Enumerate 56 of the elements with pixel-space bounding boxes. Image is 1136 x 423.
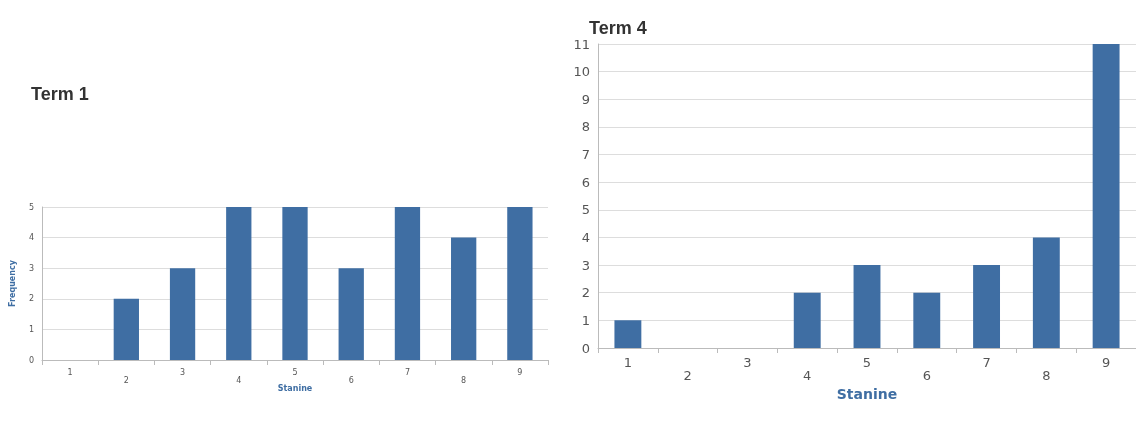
x-tick-label: 8 (1042, 368, 1051, 383)
x-tick-label: 6 (922, 368, 931, 383)
y-tick-label: 5 (581, 202, 590, 218)
x-tick-label: 2 (123, 375, 129, 385)
bar (282, 207, 308, 360)
x-tick-label: 3 (180, 367, 186, 377)
x-tick-label: 6 (348, 375, 354, 385)
bar (338, 268, 364, 360)
chart-title: Term 1 (31, 84, 89, 104)
x-tick-label: 9 (517, 367, 523, 377)
y-axis-title: Frequency (7, 259, 17, 307)
bar (913, 292, 941, 348)
bar (1032, 237, 1060, 348)
bar (793, 292, 821, 348)
y-tick-label: 3 (581, 257, 590, 273)
y-tick-label: 2 (581, 285, 590, 301)
y-tick-label: 1 (28, 324, 34, 334)
bar (226, 207, 252, 360)
y-tick-label: 10 (573, 64, 590, 80)
y-tick-label: 9 (581, 91, 590, 107)
x-axis-title: Stanine (836, 385, 898, 402)
x-tick-label: 3 (743, 355, 752, 370)
x-axis-title: Stanine (277, 384, 313, 394)
chart-title: Term 4 (589, 18, 647, 38)
x-tick-label: 2 (683, 368, 692, 383)
bar (394, 207, 421, 360)
y-tick-label: 6 (581, 174, 590, 190)
y-tick-label: 0 (581, 340, 590, 356)
bar (853, 265, 881, 348)
bar (973, 265, 1001, 348)
y-tick-label: 0 (28, 355, 34, 365)
x-tick-label: 9 (1101, 355, 1111, 370)
x-tick-label: 7 (404, 367, 410, 377)
y-tick-label: 2 (28, 294, 34, 304)
y-tick-label: 7 (581, 147, 590, 163)
y-tick-label: 4 (28, 233, 34, 243)
x-tick-label: 4 (803, 368, 812, 383)
y-tick-label: 8 (581, 119, 590, 135)
x-tick-label: 8 (461, 375, 467, 385)
x-tick-label: 5 (292, 367, 298, 377)
x-tick-label: 5 (862, 355, 872, 370)
y-tick-label: 11 (573, 36, 590, 52)
x-tick-label: 1 (67, 367, 73, 377)
y-tick-label: 5 (28, 202, 34, 212)
x-tick-label: 1 (623, 355, 633, 370)
x-tick-label: 7 (982, 355, 991, 370)
y-tick-label: 4 (581, 229, 590, 245)
bar (1092, 44, 1120, 348)
y-tick-label: 3 (28, 263, 34, 273)
bar (113, 298, 139, 360)
bar (451, 237, 477, 360)
bar (507, 207, 533, 360)
y-tick-label: 1 (581, 312, 590, 328)
bar (169, 268, 196, 360)
bar (614, 320, 642, 348)
x-tick-label: 4 (236, 375, 242, 385)
